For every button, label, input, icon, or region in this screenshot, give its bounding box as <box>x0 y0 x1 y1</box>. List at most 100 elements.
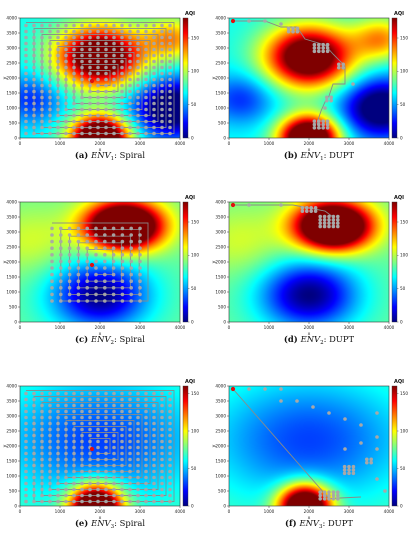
sample-point <box>144 125 148 130</box>
sample-point <box>327 214 331 219</box>
sample-point <box>56 499 60 504</box>
x-tick-label: 4000 <box>384 509 395 514</box>
sample-point <box>112 445 116 450</box>
sample-point <box>160 41 164 46</box>
sample-point <box>88 47 92 52</box>
y-tick-label: 1500 <box>215 90 226 95</box>
sample-point <box>96 451 100 456</box>
heatmap-image <box>229 386 389 506</box>
sample-point <box>40 53 44 58</box>
sample-point <box>88 397 92 402</box>
sample-point <box>64 59 68 64</box>
sample-point <box>76 226 81 231</box>
sample-point <box>32 89 36 94</box>
sample-point <box>59 299 63 303</box>
sample-point <box>40 77 44 82</box>
sample-point <box>104 475 108 480</box>
x-axis-label: x <box>99 332 102 337</box>
sample-point <box>120 41 124 46</box>
sample-point <box>152 95 156 100</box>
sample-point <box>104 463 108 468</box>
sample-point <box>129 292 133 297</box>
heatmap-image <box>20 386 180 506</box>
sample-point <box>56 487 60 492</box>
sample-point <box>152 391 156 396</box>
sample-point <box>120 286 125 290</box>
sample-point <box>128 439 132 444</box>
sample-point <box>144 53 148 58</box>
sample-point <box>96 499 100 504</box>
sample-point <box>32 131 36 136</box>
sample-point <box>120 487 124 492</box>
sample-point <box>112 71 116 76</box>
sample-point <box>112 451 116 456</box>
sample-point <box>67 266 72 270</box>
sample-point <box>152 451 156 456</box>
y-tick-label: 1500 <box>215 458 226 463</box>
sample-point <box>144 41 148 46</box>
sample-point <box>351 464 356 469</box>
y-tick-label: 3500 <box>215 214 226 219</box>
sample-point <box>76 279 81 284</box>
sample-point <box>152 493 156 498</box>
sample-point <box>59 246 63 250</box>
colorbar-tick-label: 50 <box>400 102 406 107</box>
colorbar-tick-label: 100 <box>191 69 199 74</box>
sample-point <box>85 226 89 231</box>
sample-point <box>168 403 172 408</box>
sample-point <box>168 77 172 82</box>
sample-point <box>160 397 164 402</box>
sample-point <box>24 125 28 130</box>
sample-point <box>103 226 107 231</box>
sample-point <box>56 119 60 124</box>
sample-point <box>325 46 330 50</box>
sample-point <box>72 131 76 136</box>
sample-point <box>48 463 52 468</box>
caption-letter: (f) <box>285 518 299 528</box>
sample-point <box>160 499 164 504</box>
sample-point <box>136 391 140 396</box>
sample-point <box>48 457 52 462</box>
sample-point <box>279 203 283 207</box>
sample-point <box>103 246 107 250</box>
sample-point <box>305 209 309 213</box>
sample-point <box>96 89 100 94</box>
sample-point <box>48 451 52 456</box>
sample-point <box>144 65 148 70</box>
sample-point <box>64 53 68 58</box>
sample-point <box>322 497 327 501</box>
sample-point <box>59 259 63 264</box>
sample-point <box>96 403 100 408</box>
sample-point <box>104 433 108 438</box>
sample-point <box>144 403 148 408</box>
sample-point <box>72 41 76 46</box>
sample-point <box>32 457 36 462</box>
sample-point <box>160 403 164 408</box>
sample-point <box>168 83 172 88</box>
sample-point <box>152 487 156 492</box>
sample-point <box>88 89 92 94</box>
sample-point <box>138 233 142 237</box>
sample-point <box>120 421 124 426</box>
sample-point <box>152 89 156 94</box>
sample-point <box>72 469 76 474</box>
sample-point <box>144 113 148 118</box>
sample-point <box>323 106 327 110</box>
sample-point <box>88 65 92 70</box>
sample-point <box>64 469 68 474</box>
sample-point <box>160 113 164 118</box>
y-tick-label: 1000 <box>215 105 226 110</box>
sample-point <box>120 71 124 76</box>
chart-panel-c: 0 1000 2000 3000 400005001000150020002500300… <box>3 195 199 346</box>
sample-point <box>120 451 124 456</box>
x-tick-label: 1000 <box>55 141 66 146</box>
sample-point <box>144 427 148 432</box>
sample-point <box>85 272 89 277</box>
sample-point <box>128 499 132 504</box>
sample-point <box>40 119 44 124</box>
colorbar-tick-label: 150 <box>191 35 199 40</box>
sample-point <box>76 266 81 270</box>
sample-point <box>32 493 36 498</box>
sample-point <box>96 47 100 52</box>
overlay-layer <box>230 18 355 130</box>
